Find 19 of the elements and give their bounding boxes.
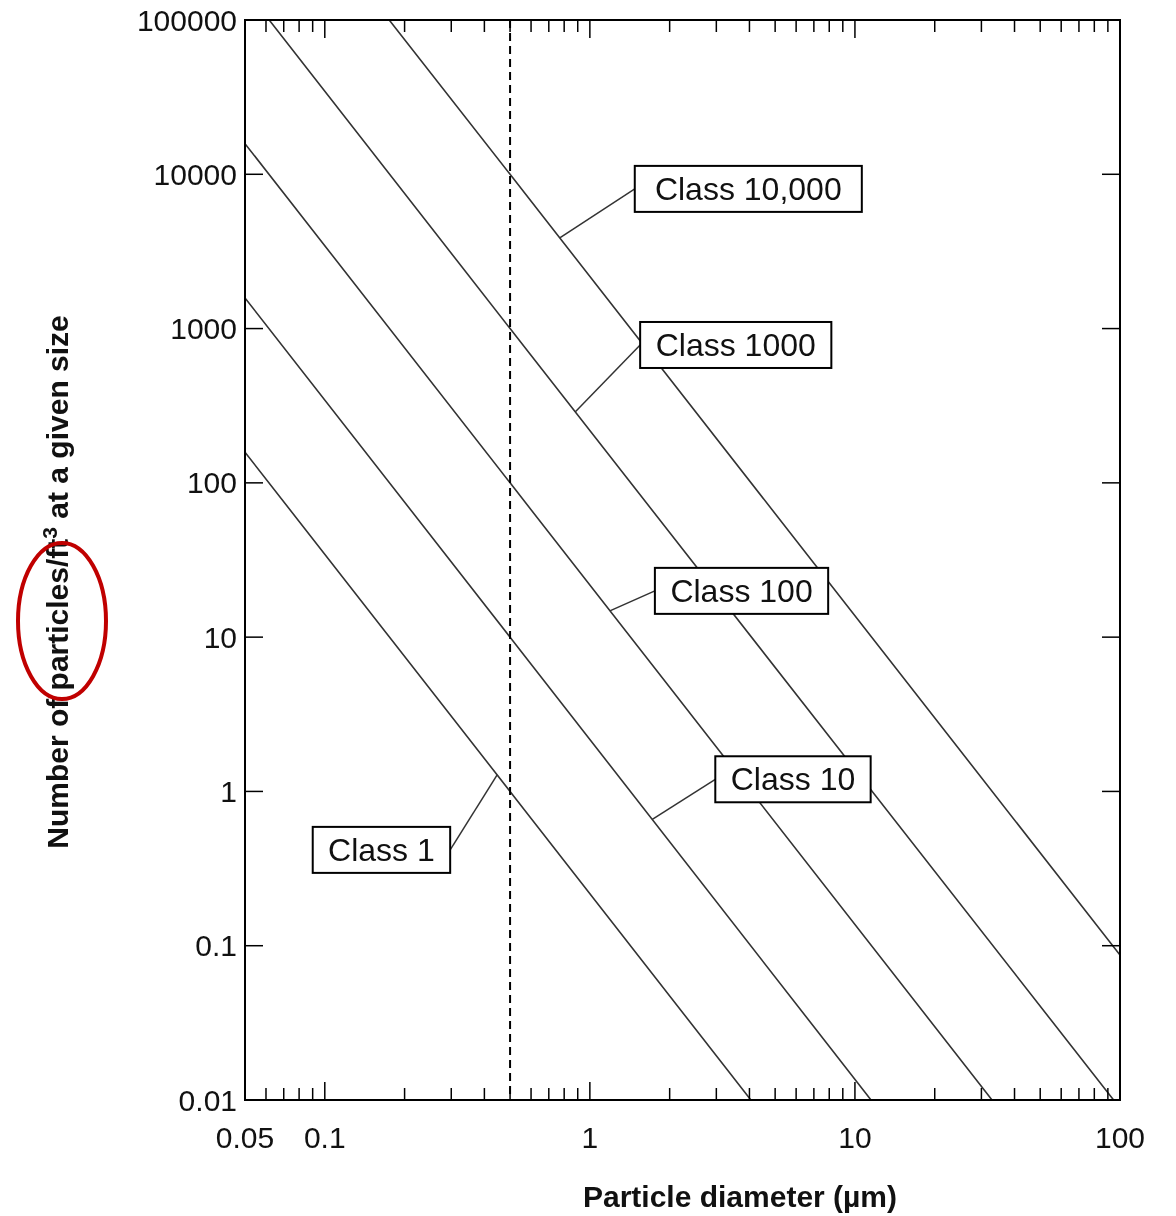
x-tick-label: 10	[838, 1121, 872, 1154]
y-tick-label: 1000	[170, 312, 237, 346]
y-tick-label: 100000	[136, 3, 237, 37]
annotation: Class 10	[730, 761, 856, 798]
x-tick-label: 1	[581, 1121, 599, 1154]
y-tick-label: 0.01	[178, 1083, 237, 1117]
y-tick-label: 100	[186, 466, 237, 500]
y-tick-label: 10000	[153, 157, 237, 191]
annotation: Class 1	[328, 832, 435, 869]
x-tick-label: 0.05	[215, 1121, 275, 1154]
x-tick-label: 100	[1094, 1121, 1146, 1154]
y-tick-label: 1	[220, 774, 237, 808]
x-tick-label: 0.1	[303, 1121, 346, 1154]
annotation: Class 100	[670, 573, 813, 610]
y-tick-label: 0.1	[195, 929, 237, 963]
annotation: Class 1000	[655, 327, 816, 364]
y-tick-label: 10	[203, 620, 237, 654]
x-axis-title: Particle diameter (µm)	[582, 1180, 898, 1213]
annotation: Class 10,000	[654, 171, 842, 208]
